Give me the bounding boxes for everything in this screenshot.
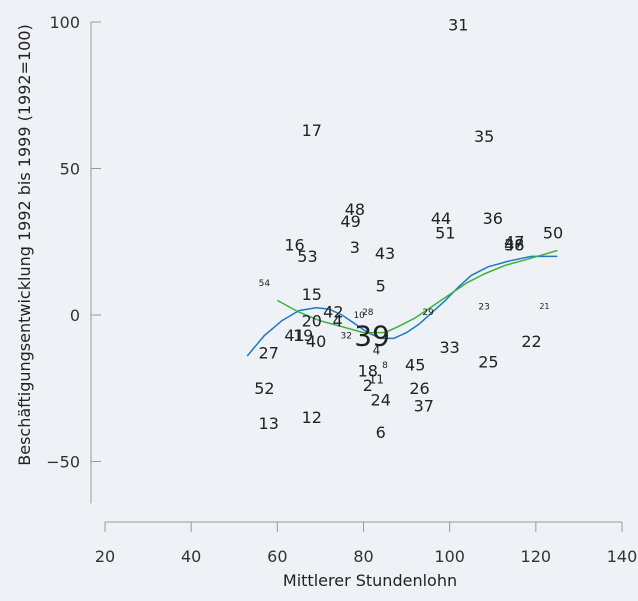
data-point-label: 19: [293, 326, 313, 345]
data-point-label: 12: [302, 408, 322, 427]
data-point-label: 49: [340, 212, 360, 231]
data-point-label: 24: [371, 391, 391, 410]
x-tick-label: 100: [434, 547, 465, 566]
data-point-label: 11: [369, 373, 384, 387]
x-tick-label: 140: [607, 547, 638, 566]
data-point-label: 54: [259, 279, 271, 289]
data-point-label: 47: [504, 232, 524, 251]
data-point-label: 2: [363, 376, 373, 395]
data-point-label: 6: [376, 423, 386, 442]
x-tick-label: 80: [353, 547, 373, 566]
data-point-label: 48: [345, 200, 365, 219]
data-point-label: 44: [431, 209, 451, 228]
y-tick-label: 100: [49, 13, 80, 32]
data-point-label: 52: [254, 379, 274, 398]
data-point-label: 36: [483, 209, 503, 228]
data-point-label: 41: [284, 326, 304, 345]
data-point-label: 35: [474, 127, 494, 146]
y-tick-label: 50: [60, 160, 80, 179]
data-point-label: 39: [354, 319, 390, 352]
data-point-label: 4: [373, 343, 381, 357]
data-point-label: 3: [350, 238, 360, 257]
data-point-label: 5: [376, 276, 386, 295]
fit-curve-green: [276, 249, 558, 334]
data-point-label: 10: [353, 311, 365, 321]
data-point-label: 45: [405, 355, 425, 374]
data-point-label: 37: [414, 396, 434, 415]
fit-curve-blue: [246, 255, 558, 357]
data-point-label: 28: [362, 308, 374, 318]
data-point-label: 20: [302, 311, 322, 330]
data-point-label: 43: [375, 244, 395, 263]
data-point-label: 46: [504, 235, 524, 254]
data-point-label: 23: [478, 302, 489, 312]
data-point-label: 27: [259, 344, 279, 363]
data-point-label: 22: [521, 332, 541, 351]
data-point-label: 15: [302, 285, 322, 304]
data-point-label: 8: [382, 361, 388, 371]
y-tick-label: 0: [70, 306, 80, 325]
data-point-label: 53: [297, 247, 317, 266]
data-point-label: 21: [539, 302, 549, 311]
x-tick-label: 120: [521, 547, 552, 566]
x-tick-label: 60: [267, 547, 287, 566]
data-point-label: 4: [333, 311, 343, 330]
data-point-label: 26: [409, 379, 429, 398]
data-point-label: 33: [439, 338, 459, 357]
y-tick-label: −50: [46, 453, 80, 472]
x-tick-label: 20: [95, 547, 115, 566]
data-point-label: 32: [341, 332, 352, 342]
x-axis-title: Mittlerer Stundenlohn: [283, 571, 457, 590]
data-point-label: 29: [422, 308, 434, 318]
data-point-label: 50: [543, 224, 563, 243]
x-tick-label: 40: [181, 547, 201, 566]
y-axis-title: Beschäftigungsentwicklung 1992 bis 1999 …: [15, 24, 34, 466]
data-point-label: 42: [323, 303, 343, 322]
data-point-label: 40: [306, 332, 326, 351]
data-point-label: 25: [478, 352, 498, 371]
data-point-label: 13: [259, 414, 279, 433]
data-point-label: 31: [448, 16, 468, 35]
data-point-label: 18: [358, 361, 378, 380]
data-point-label: 17: [302, 121, 322, 140]
data-point-label: 16: [284, 235, 304, 254]
data-point-label: 38: [504, 235, 524, 254]
data-point-label: 51: [435, 224, 455, 243]
